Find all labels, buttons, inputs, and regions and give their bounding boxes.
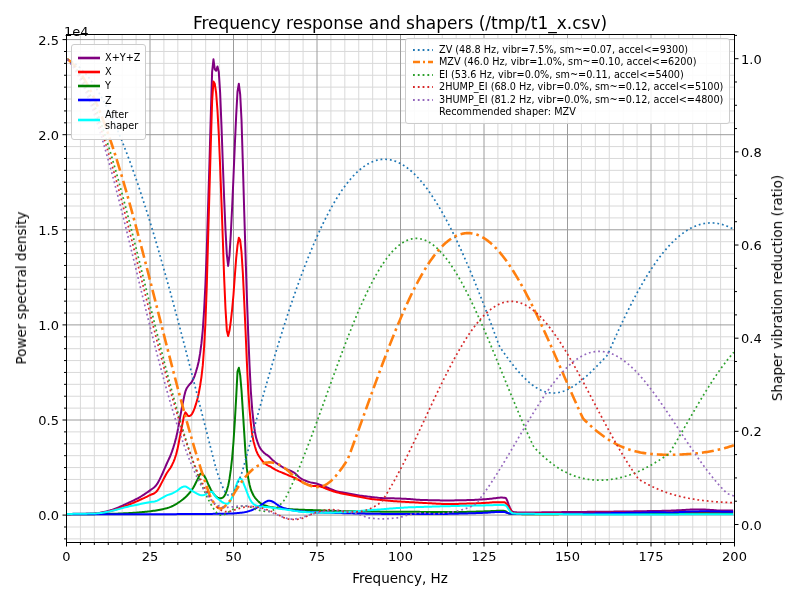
legend-shaper-entry: EI (53.6 Hz, vibr=0.0%, sm~=0.11, accel<… xyxy=(412,70,723,80)
y-left-tick-label: 0.5 xyxy=(38,413,59,428)
legend-shaper-entry: 3HUMP_EI (81.2 Hz, vibr=0.0%, sm~=0.12, … xyxy=(412,95,723,105)
legend-psd-label: X xyxy=(105,66,112,78)
legend-psd-label: After shaper xyxy=(105,109,138,132)
legend-psd-label: X+Y+Z xyxy=(105,52,140,64)
y-left-tick-label: 1.0 xyxy=(38,317,59,332)
y-left-tick-label: 2.5 xyxy=(38,32,59,47)
legend-line-swatch xyxy=(412,84,434,90)
legend-shaper-label: 2HUMP_EI (68.0 Hz, vibr=0.0%, sm~=0.12, … xyxy=(439,82,723,92)
x-tick-label: 100 xyxy=(388,549,413,564)
y-right-tick-label: 0.6 xyxy=(741,238,762,253)
legend-psd-entry: Z xyxy=(77,95,140,107)
y-axis-label-right: Shaper vibration reduction (ratio) xyxy=(769,175,785,401)
y-right-tick-label: 0.2 xyxy=(741,424,762,439)
figure: Frequency response and shapers (/tmp/t1_… xyxy=(0,0,800,600)
x-tick-label: 200 xyxy=(722,549,747,564)
legend-shaper-label: 3HUMP_EI (81.2 Hz, vibr=0.0%, sm~=0.12, … xyxy=(439,95,723,105)
x-tick-label: 75 xyxy=(309,549,326,564)
legend-psd-entry: Y xyxy=(77,80,140,92)
legend-line-swatch xyxy=(77,97,101,103)
y-axis-offset-label: 1e4 xyxy=(64,24,89,39)
x-tick-label: 125 xyxy=(472,549,497,564)
x-tick-label: 150 xyxy=(555,549,580,564)
legend-line-swatch xyxy=(412,47,434,53)
x-tick-label: 175 xyxy=(639,549,664,564)
y-axis-label-left: Power spectral density xyxy=(13,211,29,364)
legend-line-swatch xyxy=(77,117,101,123)
legend-shaper-label: ZV (48.8 Hz, vibr=7.5%, sm~=0.07, accel<… xyxy=(439,45,688,55)
legend-line-swatch xyxy=(412,72,434,78)
legend-shapers: ZV (48.8 Hz, vibr=7.5%, sm~=0.07, accel<… xyxy=(405,38,730,124)
legend-shaper-entry: 2HUMP_EI (68.0 Hz, vibr=0.0%, sm~=0.12, … xyxy=(412,82,723,92)
y-right-tick-label: 0.8 xyxy=(741,144,762,159)
legend-recommended-note: Recommended shaper: MZV xyxy=(439,107,723,117)
legend-shaper-entry: ZV (48.8 Hz, vibr=7.5%, sm~=0.07, accel<… xyxy=(412,45,723,55)
legend-psd: X+Y+Z XYZ After shaper xyxy=(71,44,146,140)
legend-shaper-label: MZV (46.0 Hz, vibr=1.0%, sm~=0.10, accel… xyxy=(439,57,696,67)
x-tick-label: 50 xyxy=(225,549,242,564)
legend-psd-entry: After shaper xyxy=(77,109,140,132)
legend-shaper-entry: MZV (46.0 Hz, vibr=1.0%, sm~=0.10, accel… xyxy=(412,57,723,67)
y-right-tick-label: 1.0 xyxy=(741,51,762,66)
legend-psd-label: Y xyxy=(105,80,111,92)
legend-shaper-label: EI (53.6 Hz, vibr=0.0%, sm~=0.11, accel<… xyxy=(439,70,684,80)
chart-title: Frequency response and shapers (/tmp/t1_… xyxy=(193,13,607,33)
legend-line-swatch xyxy=(412,97,434,103)
legend-line-swatch xyxy=(77,55,101,61)
legend-line-swatch xyxy=(77,69,101,75)
legend-psd-label: Z xyxy=(105,95,112,107)
x-tick-label: 0 xyxy=(62,549,70,564)
y-right-tick-label: 0.0 xyxy=(741,517,762,532)
legend-psd-entry: X+Y+Z xyxy=(77,52,140,64)
x-tick-label: 25 xyxy=(142,549,159,564)
x-axis-label: Frequency, Hz xyxy=(352,570,448,586)
legend-line-swatch xyxy=(412,59,434,65)
y-left-tick-label: 2.0 xyxy=(38,127,59,142)
y-right-tick-label: 0.4 xyxy=(741,331,762,346)
y-left-tick-label: 1.5 xyxy=(38,222,59,237)
y-left-tick-label: 0.0 xyxy=(38,508,59,523)
legend-line-swatch xyxy=(77,83,101,89)
legend-psd-entry: X xyxy=(77,66,140,78)
